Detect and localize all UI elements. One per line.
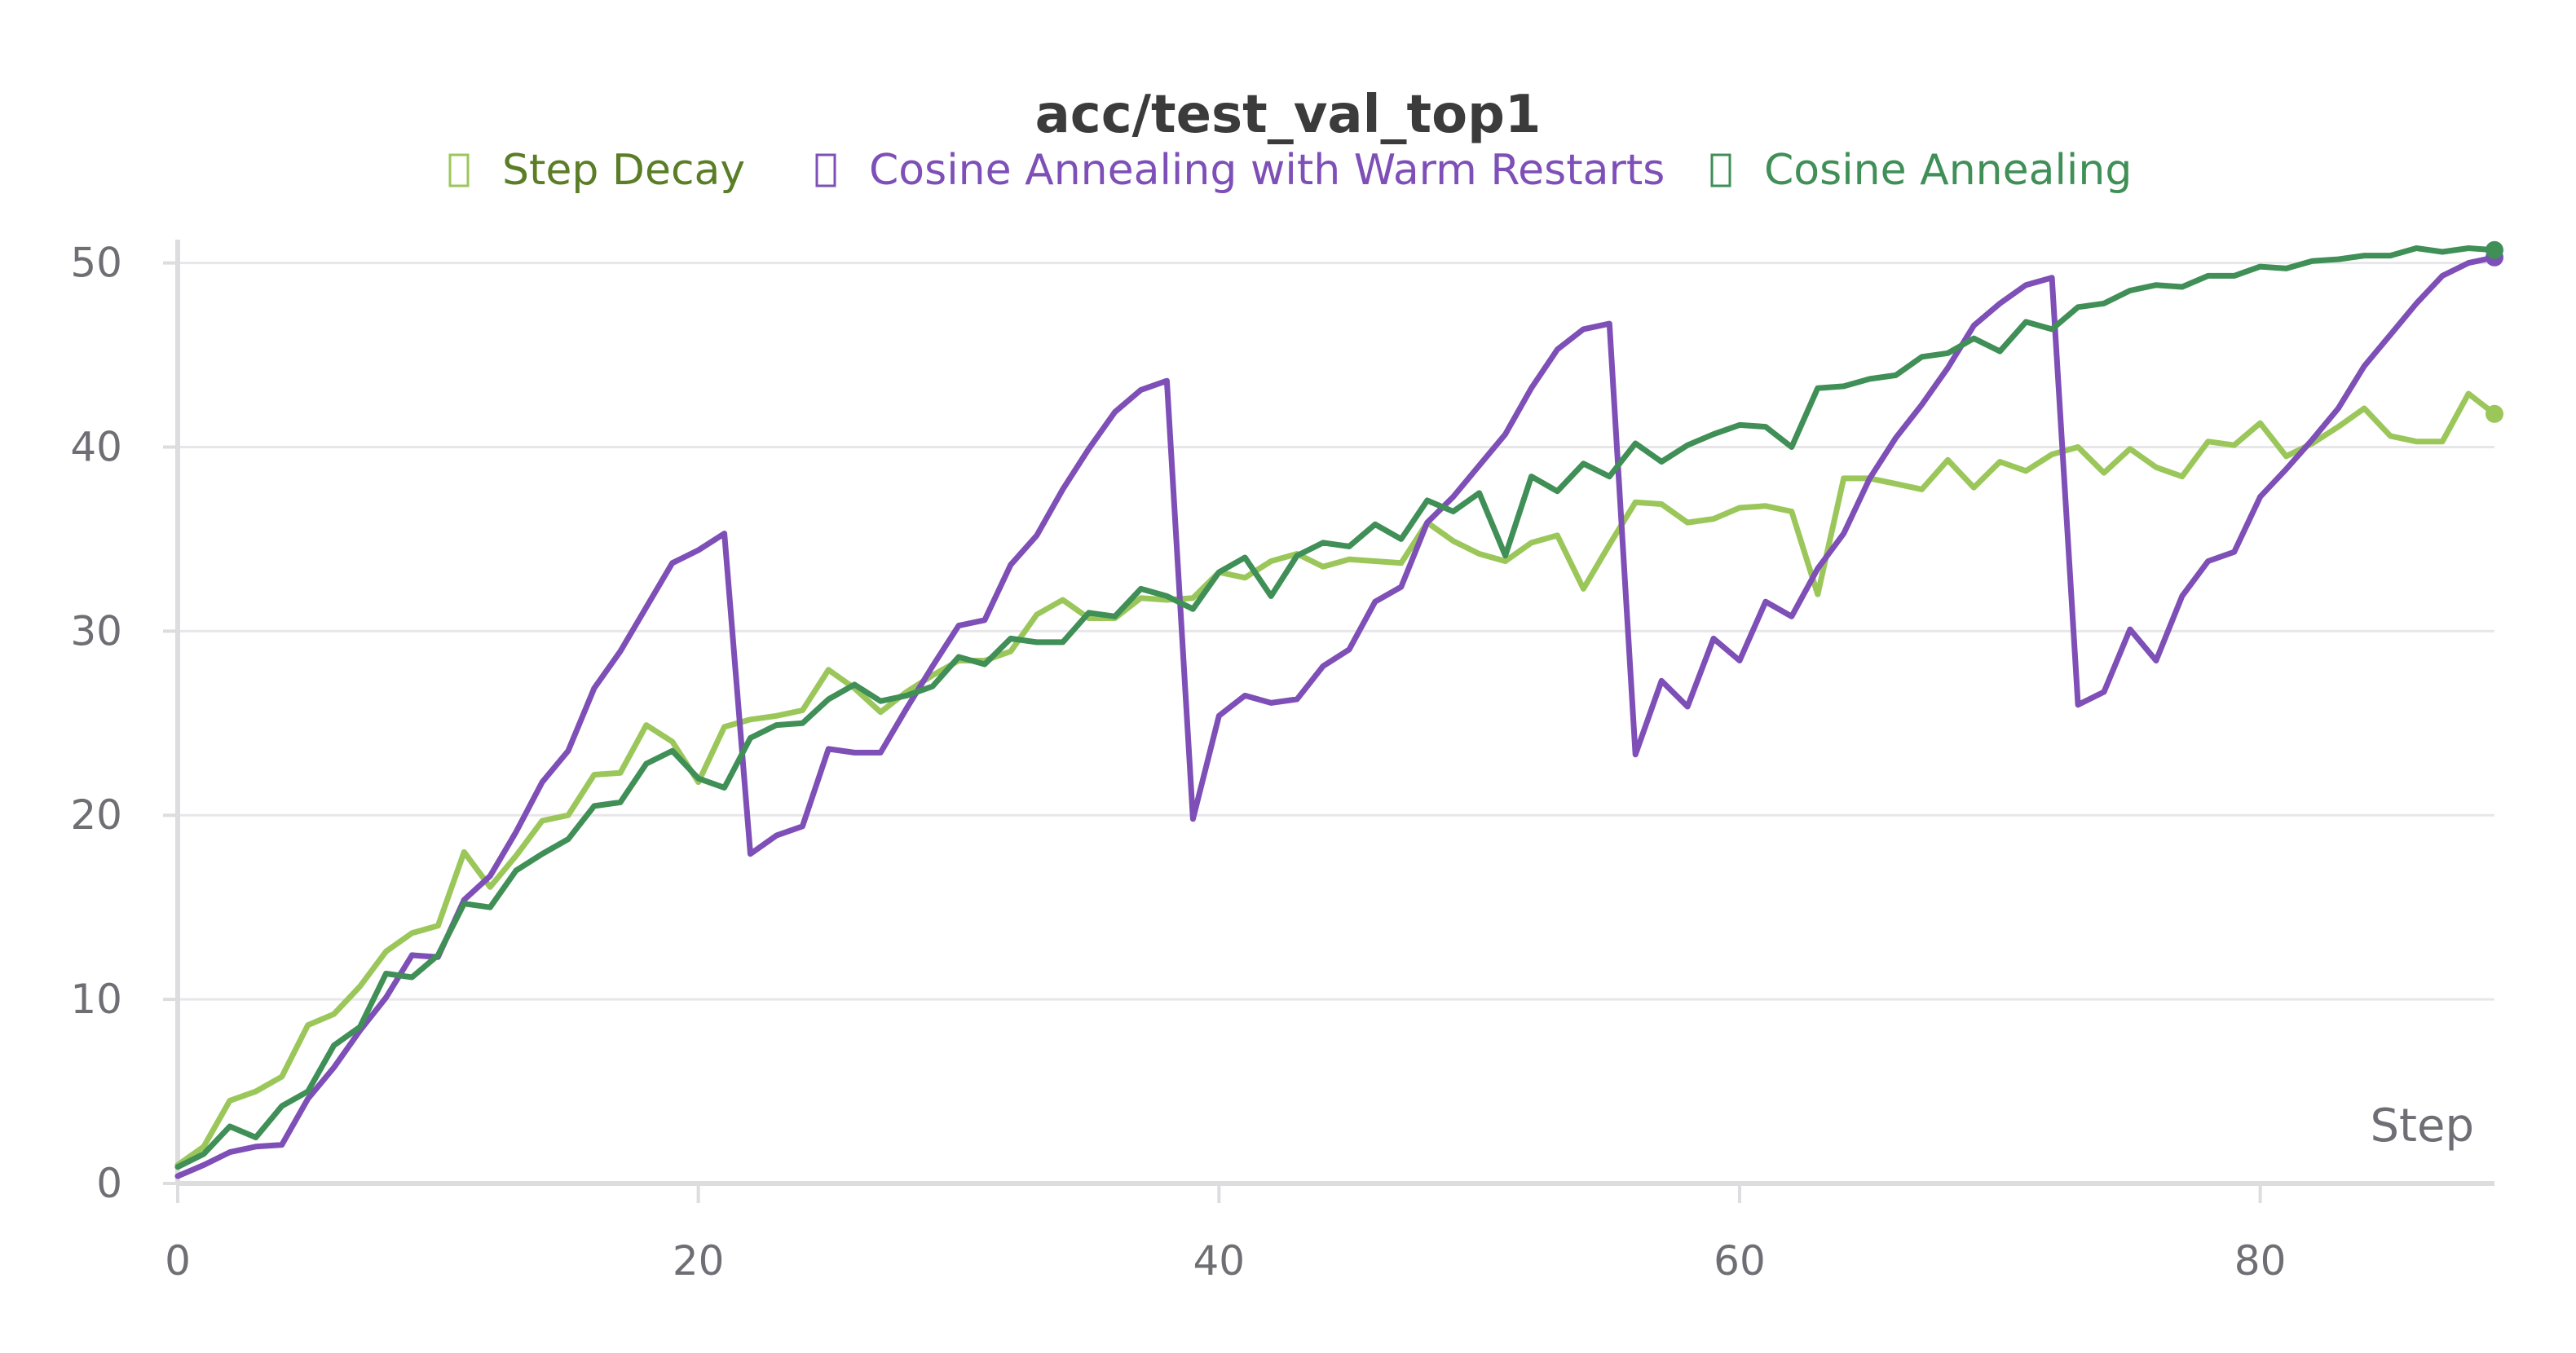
series-end-marker: [2486, 404, 2503, 423]
y-tick-label: 50: [70, 240, 122, 287]
axes: [175, 240, 2494, 1186]
series-end-markers: [2486, 240, 2503, 423]
series-end-marker: [2486, 240, 2503, 259]
x-tick-label: 80: [2234, 1237, 2287, 1285]
y-tick-label: 40: [70, 423, 122, 470]
legend-item[interactable]: Cosine Annealing: [1710, 146, 2132, 195]
series-line-cosine-annealing[interactable]: [174, 245, 2498, 1170]
series-line-cosine-annealing-with-warm-restarts[interactable]: [174, 254, 2498, 1179]
gridlines: [178, 262, 2494, 1001]
legend-swatch-icon: [448, 153, 470, 187]
y-tick-label: 20: [70, 791, 122, 839]
x-axis-label: Step: [2370, 1100, 2474, 1152]
series-line-step-decay[interactable]: [174, 390, 2498, 1168]
x-tick-label: 40: [1193, 1237, 1245, 1285]
legend-label: Cosine Annealing: [1764, 146, 2132, 195]
legend-item[interactable]: Step Decay: [448, 146, 745, 195]
legend-swatch-icon: [1710, 153, 1731, 187]
x-axis-ticks: 0 20 40 60 80: [165, 1183, 2286, 1285]
series-lines[interactable]: [174, 245, 2498, 1179]
x-tick-label: 0: [165, 1237, 191, 1285]
y-axis-ticks: 0 10 20 30 40 50: [70, 240, 178, 1207]
legend-item[interactable]: Cosine Annealing with Warm Restarts: [815, 146, 1665, 195]
x-tick-label: 60: [1714, 1237, 1766, 1285]
y-tick-label: 10: [70, 976, 122, 1023]
legend[interactable]: Step Decay Cosine Annealing with Warm Res…: [448, 146, 2132, 195]
legend-label: Cosine Annealing with Warm Restarts: [869, 146, 1665, 195]
y-tick-label: 30: [70, 607, 122, 654]
legend-label: Step Decay: [502, 146, 745, 195]
legend-swatch-icon: [815, 153, 836, 187]
y-tick-label: 0: [96, 1160, 122, 1207]
chart-title: acc/test_val_top1: [1035, 85, 1542, 145]
x-tick-label: 20: [673, 1237, 725, 1285]
